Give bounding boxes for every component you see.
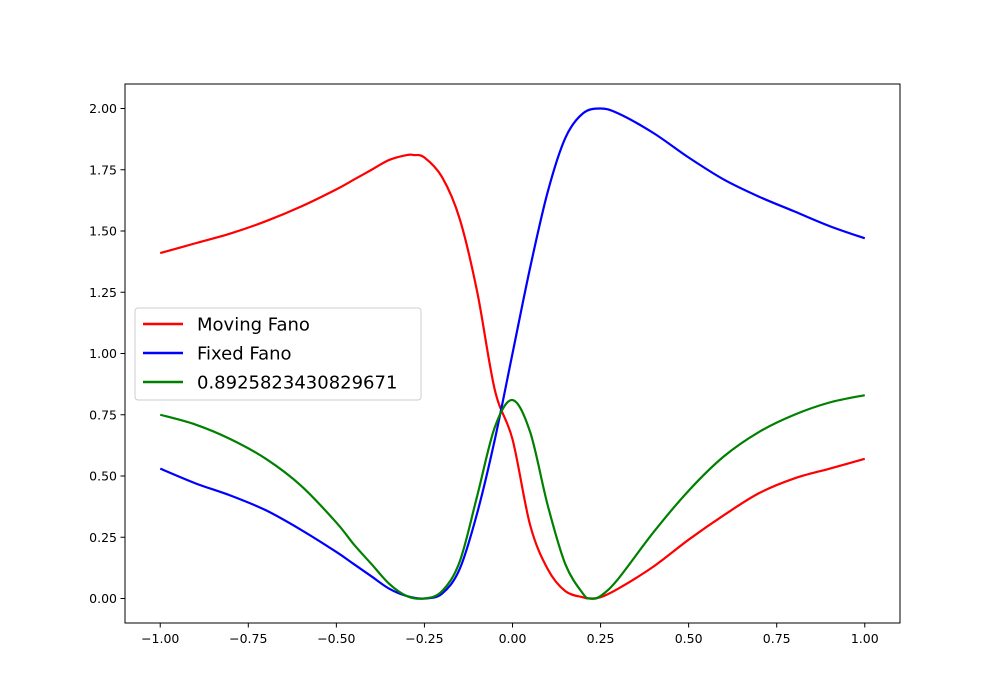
y-tick-label: 1.50 — [89, 224, 117, 239]
y-axis: 0.00 0.25 0.50 0.75 1.00 1.25 1.50 1.75 2.00 — [89, 101, 125, 606]
legend-label: Moving Fano — [197, 315, 310, 336]
series-line-2 — [159, 107, 866, 600]
y-tick-label: 0.50 — [89, 469, 117, 484]
x-tick-label: −1.00 — [141, 631, 179, 646]
y-tick-label: 2.00 — [89, 101, 117, 116]
x-tick-label: 0.00 — [499, 631, 527, 646]
x-tick-label: −0.50 — [317, 631, 355, 646]
y-tick-label: 1.25 — [89, 285, 117, 300]
x-tick-label: 1.00 — [851, 631, 879, 646]
x-tick-label: 0.75 — [763, 631, 791, 646]
x-tick-label: −0.75 — [229, 631, 267, 646]
x-axis: −1.00 −0.75 −0.50 −0.25 0.00 0.25 0.50 0.75 1.00 — [141, 623, 879, 646]
series-line-1 — [159, 153, 866, 600]
y-tick-label: 1.75 — [89, 162, 117, 177]
series-line-3 — [159, 394, 865, 600]
legend-label: Fixed Fano — [197, 344, 292, 365]
x-tick-label: 0.25 — [587, 631, 615, 646]
plot-lines — [159, 107, 866, 600]
x-tick-label: 0.50 — [675, 631, 703, 646]
x-tick-label: −0.25 — [405, 631, 443, 646]
legend-box — [134, 307, 422, 401]
legend: Moving Fano Fixed Fano 0.8925823430829671 — [134, 307, 422, 401]
y-tick-label: 0.75 — [89, 407, 117, 422]
y-tick-label: 1.00 — [89, 346, 117, 361]
legend-label: 0.8925823430829671 — [197, 373, 397, 394]
y-tick-label: 0.25 — [89, 530, 117, 545]
y-tick-label: 0.00 — [89, 591, 117, 606]
